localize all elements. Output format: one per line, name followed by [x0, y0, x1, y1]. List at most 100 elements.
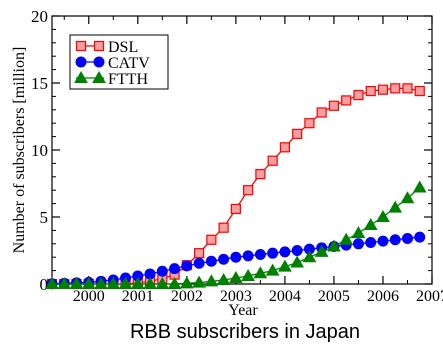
- ftth-point: [339, 232, 354, 245]
- ftth-point: [376, 209, 390, 222]
- ftth-point: [400, 191, 415, 204]
- ftth-point: [69, 276, 84, 289]
- ftth-point: [253, 266, 268, 279]
- dsl-point: [316, 107, 327, 118]
- dsl-point: [414, 85, 425, 97]
- ftth-point: [290, 255, 305, 268]
- legend-item-ftth: FTTH: [74, 70, 148, 88]
- ftth-point: [179, 276, 194, 289]
- catv-point: [205, 255, 217, 267]
- x-tick-label: 2003: [220, 288, 252, 305]
- ftth-point: [388, 200, 403, 213]
- x-tick-label: 2002: [171, 288, 203, 305]
- catv-point: [218, 253, 230, 265]
- legend-label: DSL: [108, 39, 138, 56]
- legend-label: FTTH: [108, 71, 148, 88]
- dsl-point: [218, 222, 229, 233]
- dsl-point: [353, 89, 364, 101]
- catv-point: [401, 232, 413, 244]
- ftth-point: [241, 268, 255, 281]
- ftth-point: [118, 276, 133, 289]
- dsl-point: [206, 234, 217, 245]
- ftth-point: [363, 218, 378, 231]
- ftth-point: [265, 263, 280, 276]
- dsl-point: [402, 83, 413, 94]
- catv-point: [291, 245, 303, 256]
- legend-marker: [93, 56, 105, 68]
- dsl-point: [377, 84, 389, 95]
- ftth-point: [216, 272, 231, 285]
- catv-point: [365, 236, 377, 248]
- y-tick-label: 10: [31, 141, 48, 160]
- catv-point: [254, 249, 266, 261]
- ftth-point: [57, 276, 72, 289]
- ftth-line: [52, 187, 421, 285]
- legend-marker: [75, 56, 87, 68]
- ftth-point: [130, 276, 145, 289]
- dsl-point: [279, 142, 291, 153]
- y-tick-label: 15: [31, 74, 48, 93]
- legend-item-catv: CATV: [75, 55, 150, 72]
- ftth-point: [45, 276, 59, 289]
- series-group: [45, 83, 427, 290]
- dsl-point: [292, 128, 303, 140]
- ftth-point: [229, 270, 243, 283]
- series-ftth: [45, 180, 427, 289]
- x-tick-label: 2005: [318, 288, 350, 305]
- legend-marker: [75, 40, 87, 52]
- dsl-point: [230, 203, 241, 215]
- catv-point: [230, 251, 242, 263]
- x-axis-label: Year: [228, 302, 258, 319]
- x-tick-label: 2007: [416, 288, 443, 305]
- catv-point: [193, 257, 205, 269]
- catv-point: [414, 231, 426, 243]
- dsl-point: [328, 100, 340, 111]
- chart-caption: RBB subscribers in Japan: [130, 321, 360, 343]
- x-tick-label: 2004: [269, 288, 301, 305]
- axes: 0 5 10 15 20 2000 2001 2002 2003 2004 2005 2006 2007: [31, 7, 443, 305]
- legend-label: CATV: [108, 55, 150, 72]
- x-tick-label: 2001: [122, 288, 154, 305]
- ftth-point: [143, 276, 157, 289]
- ftth-point: [81, 276, 96, 289]
- ftth-point: [192, 275, 206, 288]
- ftth-point: [351, 226, 366, 239]
- ftth-point: [94, 276, 108, 289]
- dsl-point: [193, 248, 205, 259]
- legend-marker: [74, 70, 88, 83]
- ftth-point: [106, 276, 121, 289]
- y-axis-label: Number of subscribers [million]: [11, 47, 28, 254]
- legend-item-dsl: DSL: [75, 39, 138, 56]
- catv-point: [352, 238, 364, 250]
- ftth-point: [155, 276, 170, 289]
- dsl-point: [365, 85, 376, 97]
- y-tick-label: 5: [40, 208, 49, 227]
- catv-point: [279, 246, 291, 258]
- ftth-point: [412, 180, 427, 193]
- dsl-point: [304, 118, 315, 129]
- catv-point: [169, 263, 181, 275]
- ftth-point: [204, 274, 219, 287]
- legend-marker: [93, 40, 105, 52]
- ftth-point: [314, 244, 329, 257]
- catv-point: [267, 247, 279, 259]
- dsl-point: [267, 155, 278, 166]
- dsl-point: [341, 95, 352, 106]
- catv-point: [156, 265, 168, 277]
- catv-point: [377, 235, 389, 247]
- ftth-point: [278, 259, 292, 272]
- y-tick-label: 0: [40, 275, 49, 294]
- legend-marker: [92, 70, 106, 83]
- ftth-point: [302, 250, 317, 263]
- dsl-point: [255, 169, 266, 180]
- ftth-point: [327, 239, 341, 252]
- y-tick-label: 20: [31, 7, 48, 26]
- dsl-point: [243, 185, 254, 196]
- catv-point: [181, 260, 193, 272]
- x-tick-label: 2000: [73, 288, 105, 305]
- dsl-point: [390, 83, 401, 94]
- x-tick-label: 2006: [367, 288, 399, 305]
